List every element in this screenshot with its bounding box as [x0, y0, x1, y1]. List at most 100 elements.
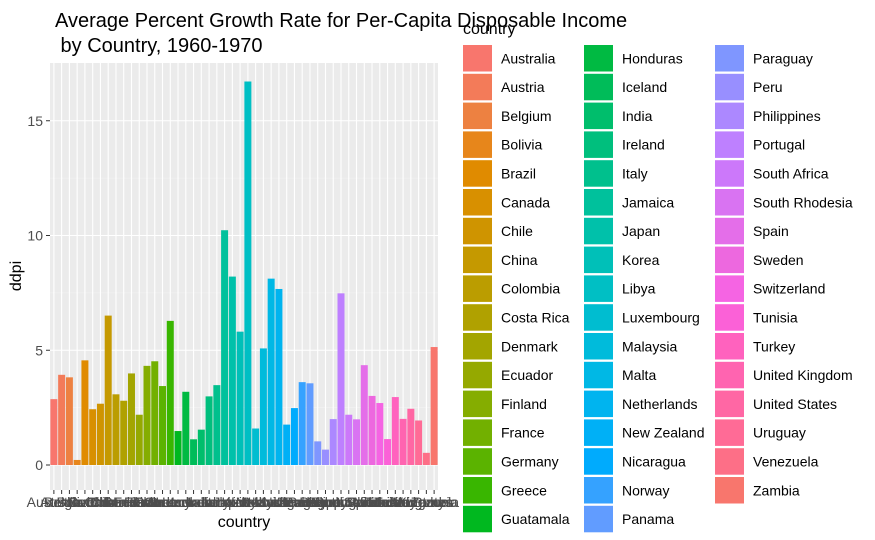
legend-key: [463, 419, 492, 446]
x-tick-label: Tunisia: [365, 494, 410, 510]
x-tick-label: Iceland: [171, 494, 216, 510]
legend-label: Canada: [501, 194, 550, 210]
legend-key: [463, 73, 492, 101]
bar-peru: [321, 449, 329, 465]
bar-new-zealand: [283, 424, 291, 465]
legend-label: Uruguay: [753, 425, 806, 441]
legend-label: Greece: [501, 482, 547, 498]
legend-key: [584, 505, 613, 533]
bar-finland: [143, 365, 151, 465]
x-tick-label: Australia: [27, 494, 82, 510]
y-tick-label: 5: [35, 342, 43, 358]
legend-key: [463, 448, 492, 475]
legend-label: Germany: [501, 453, 559, 469]
x-tick-label: Ecuador: [113, 494, 165, 510]
bar-united-kingdom: [399, 418, 407, 465]
legend-label: South Africa: [753, 165, 829, 181]
legend-label: Belgium: [501, 108, 552, 124]
legend-label: Japan: [622, 223, 660, 239]
legend-label: Finland: [501, 396, 547, 412]
x-tick-label: Philippines: [299, 494, 367, 510]
bar-jamaica: [221, 230, 229, 465]
x-tick-label: Korea: [221, 494, 259, 510]
x-tick-label: Panama: [284, 494, 336, 510]
legend-key: [715, 102, 744, 130]
legend: Australia Austria Belgium Bolivia Brazil Cana…: [463, 45, 853, 533]
legend-label: United States: [753, 396, 837, 412]
legend-title: country: [463, 21, 515, 38]
legend-key: [584, 131, 613, 158]
x-tick-label: Austria: [40, 494, 84, 510]
bar-paraguay: [314, 441, 322, 465]
x-tick-label: Greece: [147, 494, 193, 510]
legend-label: Portugal: [753, 137, 805, 153]
x-tick-label: Malaysia: [236, 494, 291, 510]
x-tick-label: Luxembourg: [217, 494, 295, 510]
legend-key: [584, 45, 613, 72]
legend-label: Malaysia: [622, 338, 677, 354]
legend-label: Malta: [622, 367, 656, 383]
legend-label: Ireland: [622, 137, 665, 153]
legend-label: Denmark: [501, 338, 559, 354]
legend-key: [584, 246, 613, 274]
x-tick-label: Portugal: [315, 494, 367, 510]
legend-label: France: [501, 425, 545, 441]
bar-norway: [298, 382, 306, 465]
bar-greece: [166, 320, 174, 465]
legend-key: [584, 275, 613, 302]
legend-key: [715, 333, 744, 360]
bar-ecuador: [135, 414, 143, 465]
bar-austria: [58, 374, 66, 465]
legend-key: [584, 217, 613, 245]
x-tick-label: Paraguay: [288, 494, 348, 510]
bar-layer: [50, 81, 438, 466]
y-axis-title: ddpi: [8, 261, 25, 291]
x-tick-label: Colombia: [86, 494, 145, 510]
bar-luxembourg: [252, 428, 260, 465]
legend-label: Chile: [501, 223, 533, 239]
legend-key: [584, 160, 613, 187]
bar-honduras: [182, 391, 190, 465]
bar-portugal: [337, 293, 345, 465]
x-tick-label: Turkey: [374, 494, 416, 510]
bar-tunisia: [384, 439, 392, 465]
x-tick-label: Spain: [346, 494, 382, 510]
legend-key: [715, 275, 744, 302]
legend-key: [584, 477, 613, 504]
x-tick-label: Germany: [134, 494, 192, 510]
legend-key: [715, 246, 744, 274]
legend-label: Iceland: [622, 79, 667, 95]
legend-key: [584, 333, 613, 360]
x-axis-title: country: [218, 514, 270, 531]
x-tick-label: Denmark: [103, 494, 161, 510]
legend-label: Nicaragua: [622, 453, 686, 469]
x-tick-label: Italy: [204, 494, 230, 510]
x-tick-label: Brazil: [67, 494, 102, 510]
legend-key: [463, 505, 492, 533]
bar-south-rhodesia: [353, 419, 361, 465]
legend-key: [715, 160, 744, 187]
legend-label: Italy: [622, 165, 648, 181]
legend-label: United Kingdom: [753, 367, 853, 383]
legend-label: Norway: [622, 482, 669, 498]
legend-label: Australia: [501, 50, 556, 66]
x-tick-label: Canada: [68, 494, 117, 510]
bar-venezuela: [422, 452, 430, 465]
legend-label: Libya: [622, 281, 656, 297]
bar-malaysia: [259, 348, 267, 465]
bar-korea: [236, 331, 244, 465]
legend-key: [584, 189, 613, 216]
x-tick-label: Uruguay: [392, 494, 445, 510]
legend-key: [463, 390, 492, 418]
bar-denmark: [127, 373, 135, 465]
bar-nicaragua: [290, 408, 298, 465]
legend-key: [584, 102, 613, 130]
legend-key: [715, 361, 744, 389]
x-tick-label: Finland: [124, 494, 170, 510]
bar-germany: [159, 386, 167, 465]
bar-australia: [50, 399, 58, 465]
x-tick-label: Venezuela: [394, 494, 460, 510]
bar-south-africa: [345, 414, 353, 465]
bar-guatamala: [174, 431, 182, 465]
